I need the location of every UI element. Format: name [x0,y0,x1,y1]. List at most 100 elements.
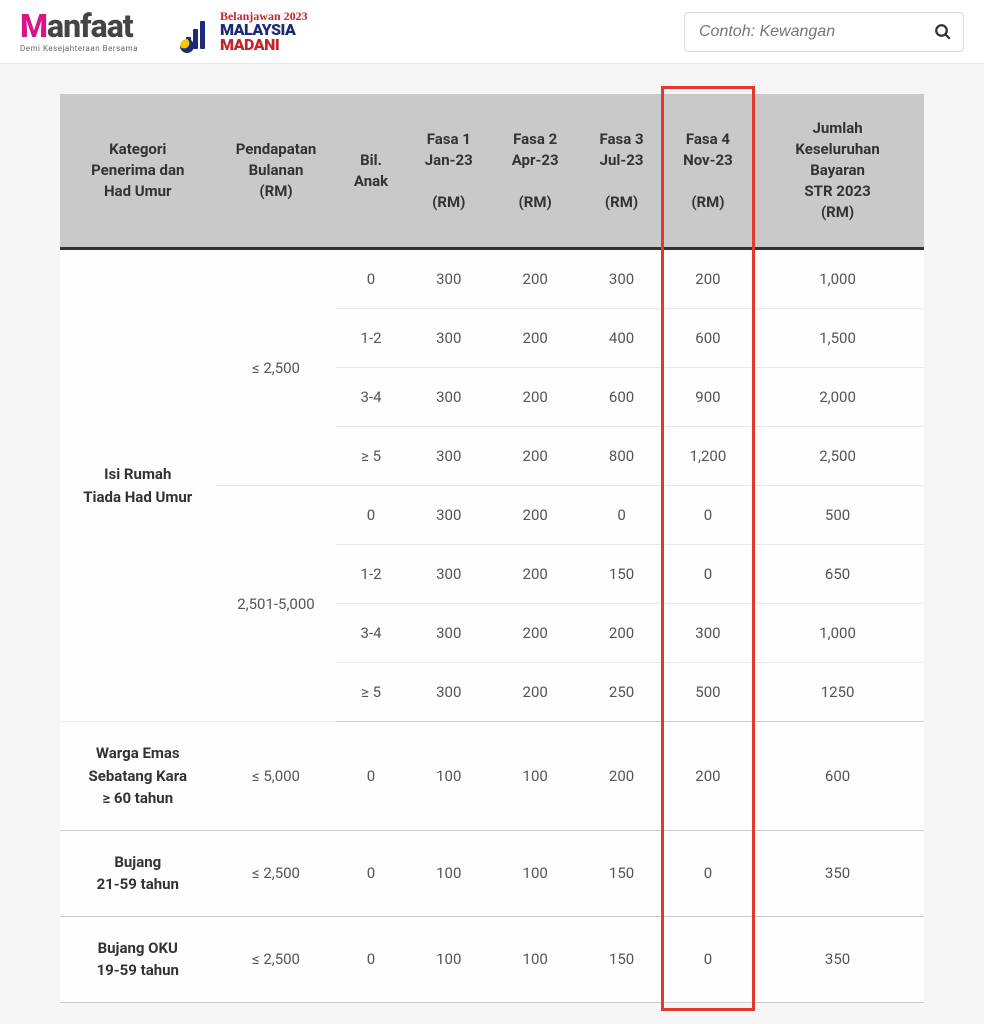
total-cell: 650 [751,545,924,604]
anak-cell: ≥ 5 [336,427,405,486]
f2-cell: 200 [492,486,578,545]
col-header: Fasa 1Jan-23(RM) [406,94,492,249]
anak-cell: 1-2 [336,309,405,368]
f2-cell: 200 [492,604,578,663]
table-body: Isi RumahTiada Had Umur≤ 2,5000300200300… [60,249,924,1003]
income-cell: ≤ 2,500 [216,916,337,1002]
col-header: Fasa 2Apr-23(RM) [492,94,578,249]
tagline-manfaat: Demi Kesejahteraan Bersama [20,44,138,53]
f2-cell: 100 [492,916,578,1002]
total-cell: 1,500 [751,309,924,368]
anak-cell: 0 [336,722,405,831]
brand-m: M [20,7,47,45]
table-row: Bujang21-59 tahun≤ 2,50001001001500350 [60,830,924,916]
f3-cell: 200 [578,604,664,663]
income-cell: ≤ 5,000 [216,722,337,831]
f4-cell: 200 [665,249,751,309]
col-header: KategoriPenerima danHad Umur [60,94,216,249]
f1-cell: 300 [406,427,492,486]
f2-cell: 100 [492,830,578,916]
f4-cell: 0 [665,545,751,604]
col-header: Fasa 3Jul-23(RM) [578,94,664,249]
anak-cell: ≥ 5 [336,663,405,722]
f4-cell: 0 [665,830,751,916]
f3-cell: 400 [578,309,664,368]
income-cell: 2,501-5,000 [216,486,337,722]
f2-cell: 200 [492,309,578,368]
f1-cell: 100 [406,830,492,916]
col-header: Fasa 4Nov-23(RM) [665,94,751,249]
f2-cell: 200 [492,545,578,604]
f1-cell: 300 [406,545,492,604]
f3-cell: 200 [578,722,664,831]
total-cell: 500 [751,486,924,545]
madani-icon [178,13,214,49]
anak-cell: 3-4 [336,604,405,663]
table-header: KategoriPenerima danHad UmurPendapatanBu… [60,94,924,249]
f4-cell: 500 [665,663,751,722]
category-cell: Warga EmasSebatang Kara≥ 60 tahun [60,722,216,831]
table-row: Warga EmasSebatang Kara≥ 60 tahun≤ 5,000… [60,722,924,831]
str-payment-table: KategoriPenerima danHad UmurPendapatanBu… [60,94,924,1003]
f4-cell: 0 [665,916,751,1002]
f2-cell: 200 [492,427,578,486]
total-cell: 2,000 [751,368,924,427]
f2-cell: 200 [492,249,578,309]
f1-cell: 300 [406,604,492,663]
f4-cell: 200 [665,722,751,831]
f1-cell: 100 [406,722,492,831]
f1-cell: 300 [406,368,492,427]
total-cell: 600 [751,722,924,831]
f1-cell: 300 [406,249,492,309]
category-cell: Isi RumahTiada Had Umur [60,249,216,722]
total-cell: 2,500 [751,427,924,486]
anak-cell: 0 [336,916,405,1002]
f3-cell: 600 [578,368,664,427]
f3-cell: 300 [578,249,664,309]
col-header: Bil.Anak [336,94,405,249]
f3-cell: 150 [578,916,664,1002]
table-container: KategoriPenerima danHad UmurPendapatanBu… [0,64,984,1023]
brand-manfaat: Manfaat [20,10,138,42]
f4-cell: 300 [665,604,751,663]
total-cell: 1250 [751,663,924,722]
income-cell: ≤ 2,500 [216,830,337,916]
f3-cell: 250 [578,663,664,722]
table-row: Bujang OKU19-59 tahun≤ 2,500010010015003… [60,916,924,1002]
anak-cell: 0 [336,249,405,309]
f4-cell: 0 [665,486,751,545]
f2-cell: 200 [492,368,578,427]
total-cell: 1,000 [751,249,924,309]
logo-manfaat: Manfaat Demi Kesejahteraan Bersama [20,10,138,53]
search-input[interactable] [684,12,964,52]
f1-cell: 300 [406,309,492,368]
page-header: Manfaat Demi Kesejahteraan Bersama Belan… [0,0,984,64]
total-cell: 1,000 [751,604,924,663]
f3-cell: 0 [578,486,664,545]
f3-cell: 150 [578,545,664,604]
search-icon[interactable] [934,23,952,41]
brand-rest: anfaat [47,7,133,45]
total-cell: 350 [751,916,924,1002]
category-cell: Bujang OKU19-59 tahun [60,916,216,1002]
f1-cell: 300 [406,663,492,722]
f4-cell: 1,200 [665,427,751,486]
f4-cell: 900 [665,368,751,427]
income-cell: ≤ 2,500 [216,249,337,486]
col-header: JumlahKeseluruhanBayaranSTR 2023(RM) [751,94,924,249]
f2-cell: 100 [492,722,578,831]
f3-cell: 150 [578,830,664,916]
logo-madani: Belanjawan 2023 MALAYSIA MADANI [178,11,308,53]
category-cell: Bujang21-59 tahun [60,830,216,916]
total-cell: 350 [751,830,924,916]
table-row: Isi RumahTiada Had Umur≤ 2,5000300200300… [60,249,924,309]
anak-cell: 3-4 [336,368,405,427]
f1-cell: 300 [406,486,492,545]
madani-text: Belanjawan 2023 MALAYSIA MADANI [220,11,308,53]
f1-cell: 100 [406,916,492,1002]
anak-cell: 1-2 [336,545,405,604]
f3-cell: 800 [578,427,664,486]
f4-cell: 600 [665,309,751,368]
search-box [684,12,964,52]
madani-line2: MADANI [220,37,308,52]
